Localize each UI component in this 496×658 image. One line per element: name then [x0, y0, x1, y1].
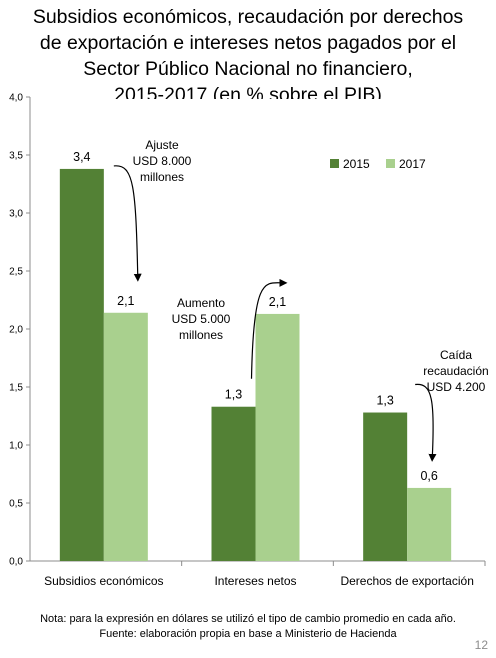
data-label: 2,1: [269, 295, 286, 309]
annotation-text: Aumento: [177, 296, 225, 310]
chart-title: Subsidios económicos, recaudación por de…: [0, 4, 496, 99]
annotation-arrow: [415, 383, 437, 462]
legend-swatch-2015: [330, 159, 339, 168]
legend-swatch-2017: [386, 159, 395, 168]
title-line-3: Sector Público Nacional no financiero,: [83, 58, 413, 80]
annotation-text: millones: [140, 170, 184, 184]
bar-2015: [211, 406, 256, 561]
note-text: Nota: para la expresión en dólares se ut…: [40, 613, 456, 625]
data-label: 2,1: [117, 294, 134, 308]
y-tick-label: 1,5: [9, 383, 23, 394]
bar-2017: [407, 487, 452, 561]
data-label: 1,3: [376, 394, 393, 408]
title-line-2: de exportación e intereses netos pagados…: [39, 32, 457, 54]
annotation-text: millones: [179, 328, 223, 342]
y-tick-label: 2,5: [9, 267, 23, 278]
title-clip: Subsidios económicos, recaudación por de…: [0, 0, 496, 99]
data-label: 3,4: [73, 150, 90, 164]
y-tick-label: 3,0: [9, 209, 23, 220]
annotation-text: USD 8.000: [133, 154, 192, 168]
bar-2015: [363, 412, 408, 561]
annotation-arrow: [250, 278, 288, 379]
legend-label: 2015: [343, 157, 370, 171]
annotation-text: USD 5.000: [172, 312, 231, 326]
data-label: 1,3: [225, 388, 242, 402]
y-tick-label: 2,0: [9, 325, 23, 336]
annotation-text: USD 4.200: [427, 380, 486, 394]
title-line-1: Subsidios económicos, recaudación por de…: [32, 6, 464, 28]
annotation-text: recaudación: [423, 364, 488, 378]
title-line-4: 2015-2017 (en % sobre el PIB): [114, 84, 382, 99]
data-label: 0,6: [420, 469, 437, 483]
annotation-text: Caída: [440, 348, 472, 362]
bar-2017: [103, 312, 148, 561]
page-number: 12: [474, 638, 488, 652]
x-tick-label: Intereses netos: [214, 574, 296, 588]
y-tick-label: 0,5: [9, 499, 23, 510]
footnote: Nota: para la expresión en dólares se ut…: [0, 612, 496, 642]
x-tick-label: Subsidios económicos: [44, 574, 163, 588]
x-tick-label: Derechos de exportación: [340, 574, 473, 588]
bar-2017: [255, 313, 300, 561]
annotation-text: Ajuste: [145, 138, 179, 152]
bar-2015: [59, 168, 104, 562]
annotation-arrow: [113, 165, 142, 282]
legend-label: 2017: [399, 157, 426, 171]
y-tick-label: 0,0: [9, 557, 23, 568]
y-tick-label: 4,0: [9, 93, 23, 104]
source-text: Fuente: elaboración propia en base a Min…: [99, 628, 397, 640]
y-tick-label: 1,0: [9, 441, 23, 452]
y-tick-label: 3,5: [9, 151, 23, 162]
